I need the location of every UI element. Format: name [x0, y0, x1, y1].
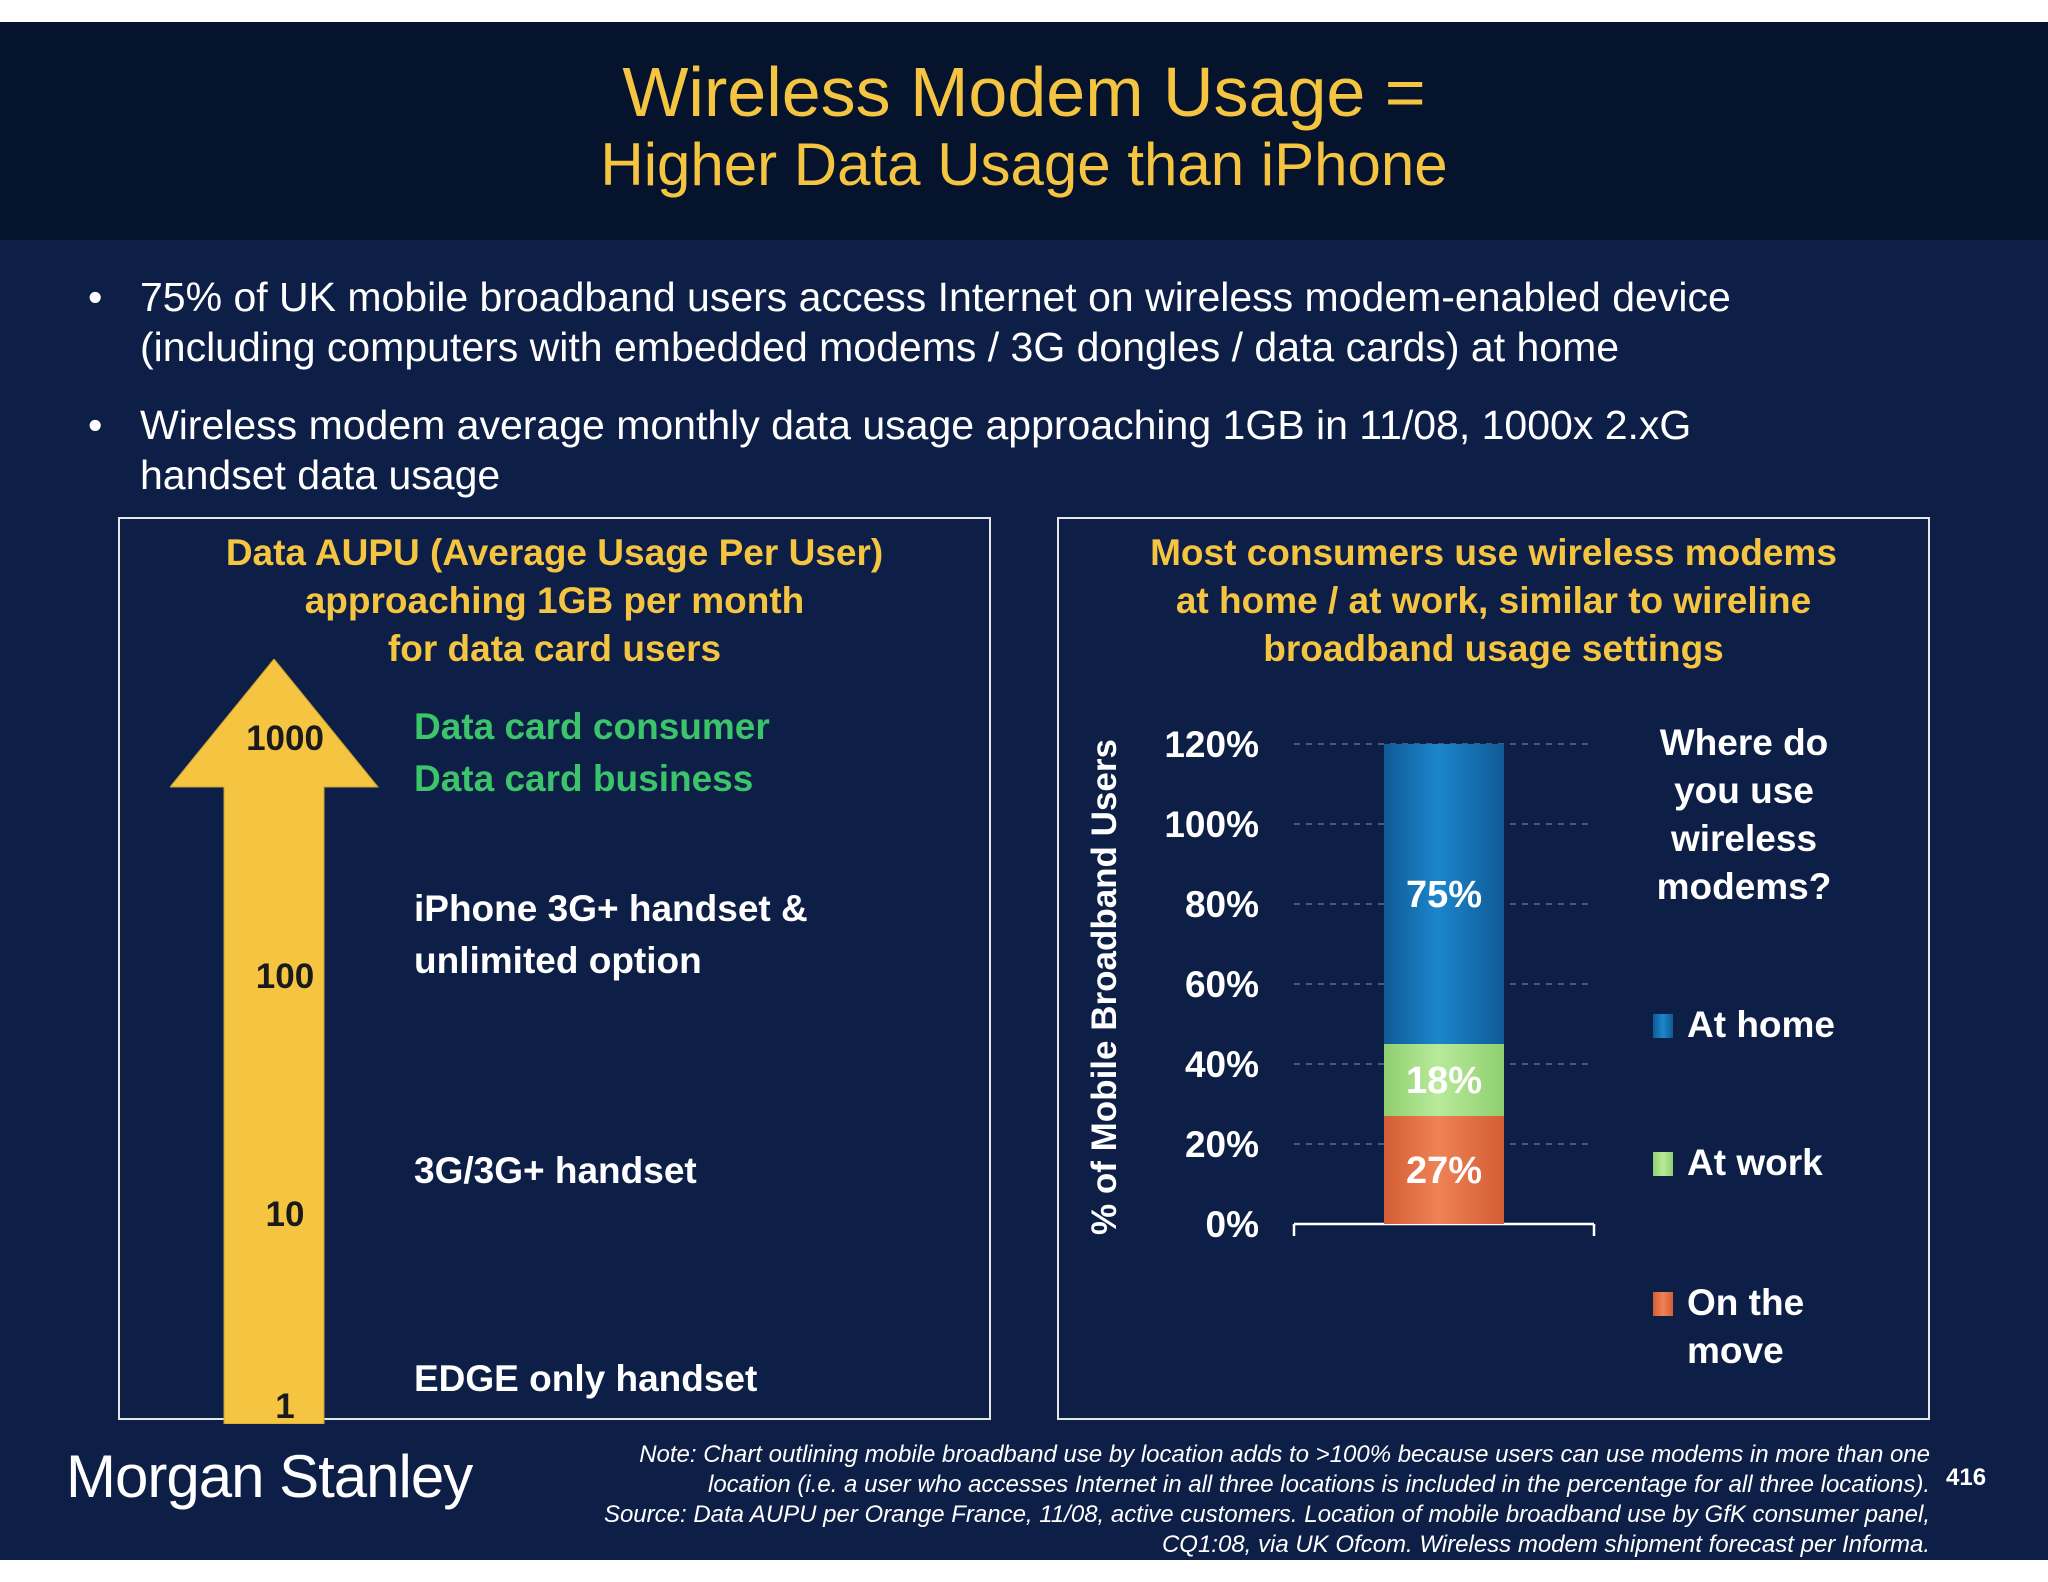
level-edge-handset: EDGE only handset: [414, 1353, 757, 1405]
bullet-dot-icon: •: [88, 274, 103, 320]
legend-line: At home: [1687, 1004, 1835, 1045]
level-line: iPhone 3G+ handset &: [414, 888, 808, 929]
legend-label: At work: [1687, 1139, 1823, 1187]
bar-segment-at-home: [1384, 744, 1504, 1044]
legend-title-line: modems?: [1656, 866, 1832, 907]
level-line: Data card consumer: [414, 706, 770, 747]
bar-segment-on-the-move: [1384, 1116, 1504, 1224]
footnote-line: CQ1:08, via UK Ofcom. Wireless modem shi…: [1161, 1531, 1930, 1558]
legend-line: At work: [1687, 1142, 1823, 1183]
aupu-panel: Data AUPU (Average Usage Per User) appro…: [118, 517, 991, 1426]
bullet-line: (including computers with embedded modem…: [140, 324, 1620, 370]
panel-title-line: Data AUPU (Average Usage Per User): [225, 532, 884, 573]
level-iphone: iPhone 3G+ handset & unlimited option: [414, 883, 808, 987]
label-layer: 27% 18% 75%: [1406, 874, 1482, 1192]
title-band: Wireless Modem Usage = Higher Data Usage…: [0, 22, 2048, 240]
morgan-stanley-logo: Morgan Stanley: [66, 1443, 473, 1510]
bullet-dot-icon: •: [88, 402, 103, 448]
legend-title-line: you use: [1674, 770, 1814, 811]
level-line: unlimited option: [414, 940, 702, 981]
legend-label: On the move: [1687, 1279, 1804, 1375]
location-panel: Most consumers use wireless modems at ho…: [1057, 517, 1930, 1420]
y-tick-label: 80%: [1185, 884, 1259, 925]
panel-title-line: Most consumers use wireless modems: [1150, 532, 1837, 573]
growth-arrow-icon: [170, 659, 380, 1424]
y-tick-label: 20%: [1185, 1124, 1259, 1165]
legend-title-line: Where do: [1659, 722, 1829, 763]
level-line: 3G/3G+ handset: [414, 1150, 697, 1191]
bullet-line: Wireless modem average monthly data usag…: [140, 402, 1692, 448]
slide-title: Wireless Modem Usage =: [622, 53, 1426, 131]
slide-subtitle: Higher Data Usage than iPhone: [600, 131, 1448, 198]
y-tick-label: 0%: [1206, 1204, 1259, 1245]
level-line: EDGE only handset: [414, 1358, 758, 1399]
data-label-on-the-move: 27%: [1406, 1150, 1482, 1192]
bar-layer: [1384, 744, 1504, 1224]
data-label-at-work: 18%: [1406, 1060, 1482, 1102]
legend-swatch-at-home: [1653, 1014, 1673, 1038]
data-label-at-home: 75%: [1406, 874, 1482, 916]
legend-line: move: [1687, 1330, 1784, 1371]
panel-title-line: for data card users: [387, 628, 722, 669]
level-line: Data card business: [414, 758, 754, 799]
tick-layer: 0% 20% 40% 60% 80% 100% 120%: [1164, 724, 1259, 1245]
scale-label-1000: 1000: [246, 719, 324, 758]
scale-label-1: 1: [275, 1387, 295, 1426]
y-tick-label: 40%: [1185, 1044, 1259, 1085]
scale-label-10: 10: [265, 1195, 305, 1234]
bullet-line: 75% of UK mobile broadband users access …: [140, 274, 1731, 320]
footnote-line: location (i.e. a user who accesses Inter…: [707, 1471, 1930, 1498]
page-number: 416: [1946, 1464, 1987, 1491]
scale-label-100: 100: [255, 957, 315, 996]
location-panel-title: Most consumers use wireless modems at ho…: [1059, 529, 1928, 673]
legend-line: On the: [1687, 1282, 1805, 1323]
bullet-text: 75% of UK mobile broadband users access …: [140, 272, 1980, 372]
panel-title-line: at home / at work, similar to wireline: [1175, 580, 1812, 621]
bullet-text: Wireless modem average monthly data usag…: [140, 400, 1980, 500]
footnote-line: Source: Data AUPU per Orange France, 11/…: [603, 1501, 1930, 1528]
panel-title-line: approaching 1GB per month: [304, 580, 805, 621]
y-tick-label: 120%: [1164, 724, 1259, 765]
level-data-card: Data card consumer Data card business: [414, 701, 770, 805]
aupu-panel-title: Data AUPU (Average Usage Per User) appro…: [120, 529, 989, 673]
footnote-line: Note: Chart outlining mobile broadband u…: [639, 1441, 1930, 1468]
legend-swatch-on-the-move: [1653, 1292, 1673, 1316]
y-axis-title: % of Mobile Broadband Users: [1085, 739, 1124, 1235]
y-tick-label: 60%: [1185, 964, 1259, 1005]
legend-label: At home: [1687, 1001, 1835, 1049]
level-3g-handset: 3G/3G+ handset: [414, 1145, 697, 1197]
legend-title: Where do you use wireless modems?: [1614, 719, 1874, 911]
slide: Wireless Modem Usage = Higher Data Usage…: [0, 22, 2048, 1560]
legend-title-line: wireless: [1670, 818, 1818, 859]
legend-swatch-at-work: [1653, 1152, 1673, 1176]
y-tick-label: 100%: [1164, 804, 1259, 845]
footnote: Note: Chart outlining mobile broadband u…: [420, 1440, 1930, 1560]
bar-segment-at-work: [1384, 1044, 1504, 1116]
bullet-line: handset data usage: [140, 452, 501, 498]
location-stacked-bar-chart: 0% 20% 40% 60% 80% 100% 120% 27% 18% 75% % of Mo…: [1085, 724, 1596, 1245]
panel-title-line: broadband usage settings: [1263, 628, 1724, 669]
